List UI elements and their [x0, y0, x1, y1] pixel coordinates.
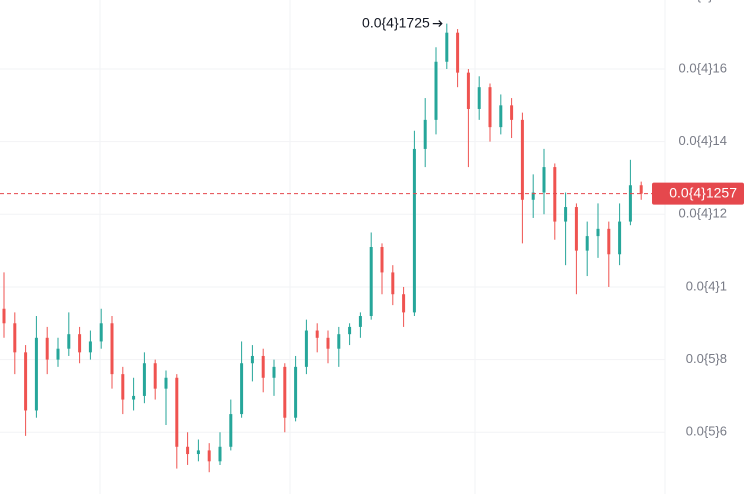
candle-body [2, 308, 6, 324]
y-tick-label: 0.0{5}8 [686, 351, 727, 366]
candle-body [542, 167, 546, 193]
candle-body [456, 32, 460, 73]
candle-body [218, 446, 222, 462]
candle-body [585, 236, 589, 251]
candle-body [304, 330, 308, 367]
candle-body [229, 414, 233, 447]
candle-body [434, 61, 438, 120]
candle-body [240, 363, 244, 415]
candle-body [45, 337, 49, 360]
y-tick-label: 0.0{4}16 [679, 60, 727, 75]
y-tick-label: 0.0{4}18 [679, 0, 727, 3]
candle-body [596, 228, 600, 237]
candle-body [132, 395, 136, 400]
candle-body [207, 450, 211, 462]
candle-body [142, 363, 146, 396]
candle-body [348, 326, 352, 335]
candle-body [607, 228, 611, 255]
candle-body [186, 446, 190, 455]
last-price-label: 0.0{4}1257 [669, 184, 737, 200]
candle-body [445, 32, 449, 62]
candle-body [294, 366, 298, 418]
y-tick-label: 0.0{4}14 [679, 133, 727, 148]
candle-body [250, 355, 254, 364]
candle-body [121, 374, 125, 400]
candle-body [520, 119, 524, 200]
candle-body [391, 272, 395, 295]
candle-body [272, 366, 276, 378]
candle-body [153, 363, 157, 389]
candle-body [175, 377, 179, 447]
candle-body [412, 148, 416, 313]
candle-body [326, 337, 330, 349]
y-tick-label: 0.0{5}6 [686, 424, 727, 439]
candle-body [13, 323, 17, 353]
candle-body [618, 221, 622, 255]
candle-body [78, 334, 82, 353]
y-tick-label: 0.0{4}1 [686, 278, 727, 293]
max-arrow [432, 20, 443, 28]
candle-body [510, 105, 514, 120]
candle-body [99, 323, 103, 342]
candle-body [628, 185, 632, 222]
candle-body [315, 330, 319, 338]
candle-body [402, 294, 406, 313]
candle-body [196, 450, 200, 455]
candle-body [88, 341, 92, 353]
candle-body [574, 207, 578, 251]
candle-body [369, 247, 373, 317]
y-tick-label: 0.0{4}12 [679, 206, 727, 221]
candle-body [380, 247, 384, 273]
candle-body [488, 87, 492, 128]
candle-body [24, 352, 28, 411]
candle-body [34, 337, 38, 411]
max-price-label: 0.0{4}1725 [362, 14, 430, 30]
candle-body [67, 334, 71, 349]
candle-body [423, 119, 427, 149]
candle-body [564, 207, 568, 222]
candle-body [553, 167, 557, 222]
candle-body [164, 377, 168, 389]
candle-body [477, 87, 481, 109]
candle-body [337, 334, 341, 349]
last-price-box [652, 182, 744, 205]
candle-body [358, 316, 362, 327]
candle-body [283, 366, 287, 418]
candle-body [531, 192, 535, 200]
candle-body [466, 72, 470, 109]
candle-body [56, 348, 60, 360]
candle-body [499, 105, 503, 128]
candle-body [110, 323, 114, 375]
candle-body [261, 355, 265, 378]
candle-body [639, 185, 643, 194]
